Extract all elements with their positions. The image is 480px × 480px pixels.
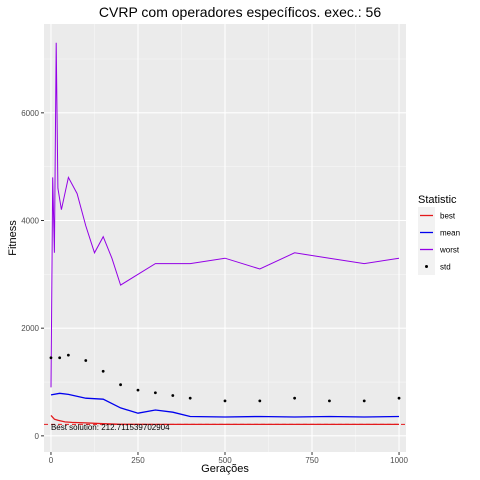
series-worst <box>50 42 400 388</box>
std-point <box>171 394 175 397</box>
y-axis-ticks: 0 2000 4000 6000 <box>21 109 44 441</box>
std-point <box>258 399 262 403</box>
series-worst-line <box>50 42 400 388</box>
series-best <box>50 414 399 426</box>
std-point <box>293 396 297 400</box>
x-tick-label: 1000 <box>390 456 408 465</box>
x-tick-label: 750 <box>305 456 319 465</box>
legend-symbol-std <box>425 265 428 268</box>
legend-label-std: std <box>440 263 451 272</box>
x-axis-ticks: 0 250 500 750 1000 <box>49 452 408 465</box>
series-mean <box>50 392 400 418</box>
std-point <box>328 399 331 403</box>
std-point <box>58 356 62 360</box>
legend-title: Statistic <box>418 194 457 206</box>
series-layer <box>49 42 401 426</box>
std-point <box>223 399 227 403</box>
series-std <box>49 353 401 403</box>
std-point <box>397 396 401 400</box>
y-axis-title: Fitness <box>7 220 19 256</box>
chart-title: CVRP com operadores específicos. exec.: … <box>98 4 382 20</box>
best-solution-annotation: Best solution: 212.711539702904 <box>51 423 170 432</box>
legend-label-best: best <box>440 212 456 221</box>
y-tick-label: 0 <box>35 432 40 441</box>
std-point <box>153 391 157 395</box>
y-tick-label: 2000 <box>21 324 39 333</box>
x-axis-title: Gerações <box>201 463 249 475</box>
legend: Statistic best mean worst std <box>418 194 460 275</box>
std-point <box>101 369 105 373</box>
series-best-line <box>50 414 399 426</box>
x-tick-label: 250 <box>131 456 145 465</box>
legend-label-mean: mean <box>440 229 460 238</box>
series-mean-line <box>50 392 400 418</box>
std-point <box>362 399 366 403</box>
y-tick-label: 6000 <box>21 109 39 118</box>
legend-label-worst: worst <box>439 246 460 255</box>
y-tick-label: 4000 <box>21 217 39 226</box>
std-point <box>136 388 140 392</box>
x-tick-label: 500 <box>218 456 232 465</box>
x-tick-label: 0 <box>49 456 54 465</box>
std-point <box>49 356 53 360</box>
std-point <box>84 359 88 362</box>
std-point <box>66 353 70 357</box>
std-point <box>188 396 192 400</box>
std-point <box>119 383 122 387</box>
